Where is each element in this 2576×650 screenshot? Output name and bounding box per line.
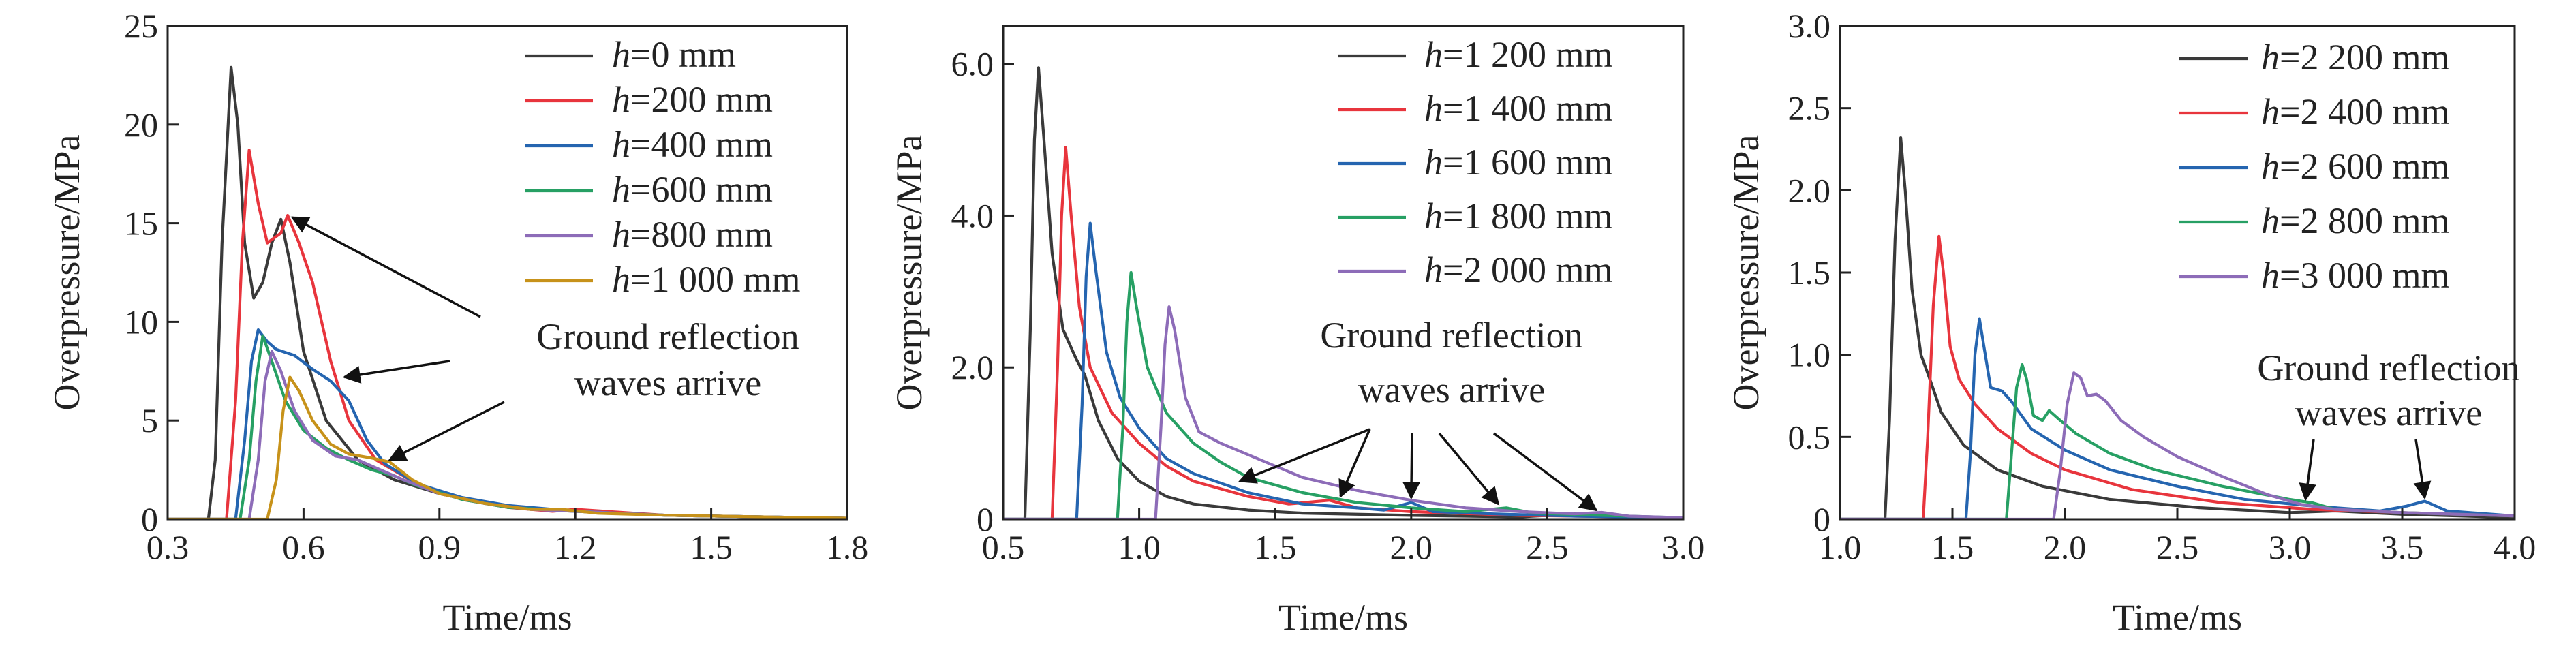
y-tick-label: 5	[141, 401, 158, 439]
legend-entry-4: h=2 800 mm	[2261, 200, 2449, 241]
legend-entry-3: h=400 mm	[612, 124, 773, 165]
y-tick-label: 0	[141, 500, 158, 538]
annotation-line-2: waves arrive	[2295, 392, 2482, 433]
legend: h=1 200 mm h=1 400 mm h=1 600 mm h=1 800 mm…	[1338, 34, 1612, 290]
series-line-2	[1840, 234, 2515, 519]
y-tick-label: 15	[124, 204, 158, 243]
x-tick-label: 1.5	[1931, 528, 1974, 566]
y-tick-label: 3.0	[1788, 7, 1831, 45]
x-tick-label: 2.5	[1526, 528, 1569, 566]
plot-frame	[166, 25, 848, 521]
y-tick-label: 10	[124, 303, 158, 341]
y-tick-label: 25	[124, 7, 158, 45]
chart-panel-2: 0.5 1.0 1.5 2.0 2.5 3.0 0 2.0 4.0 6.0 Time/ms Overp…	[889, 25, 1705, 638]
plot-frame	[1002, 25, 1685, 521]
series-line-3	[1840, 317, 2515, 519]
legend-entry-1: h=1 200 mm	[1424, 34, 1612, 75]
legend-entry-5: h=3 000 mm	[2261, 255, 2449, 296]
y-axis-title: Overpressure/MPa	[46, 135, 87, 411]
legend-entry-6: h=1 000 mm	[612, 259, 800, 300]
annotation-arrow-2	[1338, 429, 1371, 498]
legend-entry-1: h=2 200 mm	[2261, 37, 2449, 78]
x-tick-label: 0.3	[147, 528, 189, 566]
x-tick-label: 2.0	[2044, 528, 2087, 566]
series-line-6	[168, 375, 847, 519]
annotation-arrow-5	[1492, 432, 1598, 512]
legend-entry-4: h=1 800 mm	[1424, 196, 1612, 236]
legend-entry-1: h=0 mm	[612, 34, 736, 75]
x-tick-label: 3.5	[2381, 528, 2424, 566]
x-tick-label: 1.2	[554, 528, 597, 566]
x-tick-label: 1.5	[690, 528, 733, 566]
series-line-1	[1003, 66, 1683, 519]
annotation-arrow-1	[2299, 439, 2317, 501]
x-tick-label: 3.0	[1662, 528, 1705, 566]
series-line-4	[1003, 270, 1683, 519]
legend-entry-5: h=2 000 mm	[1424, 249, 1612, 290]
legend: h=0 mmh=200 mmh=400 mmh=600 mmh=800 mmh=…	[525, 34, 800, 300]
annotation-arrow-2	[342, 360, 450, 384]
y-tick-label: 0	[977, 500, 994, 538]
x-tick-label: 1.5	[1254, 528, 1297, 566]
annotation-line-1: Ground reflection	[1320, 315, 1582, 356]
y-tick-label: 1.5	[1788, 253, 1831, 292]
y-axis-title: Overpressure/MPa	[889, 135, 930, 411]
y-axis-title: Overpressure/MPa	[1726, 135, 1766, 411]
series-line-5	[1840, 371, 2515, 519]
y-tick-label: 2.0	[1788, 171, 1831, 209]
x-tick-label: 2.0	[1390, 528, 1433, 566]
annotation-arrow-3	[388, 401, 505, 461]
x-axis-title: Time/ms	[442, 597, 572, 638]
annotation-line-1: Ground reflection	[536, 316, 799, 357]
legend-entry-2: h=2 400 mm	[2261, 91, 2449, 132]
annotation-line-1: Ground reflection	[2257, 347, 2519, 388]
annotation-arrow-1	[1238, 428, 1370, 484]
annotation-line-2: waves arrive	[574, 362, 761, 403]
chart-panel-3: 1.0 1.5 2.0 2.5 3.0 3.5 4.0 0 0.5 1.0 1.5 2.0 2.5 3.0…	[1726, 7, 2536, 638]
x-tick-label: 2.5	[2156, 528, 2199, 566]
series-line-5	[1003, 305, 1683, 519]
annotation-arrow-3	[1402, 433, 1421, 500]
x-tick-label: 1.0	[1819, 528, 1862, 566]
y-tick-label: 2.5	[1788, 89, 1831, 127]
legend-entry-3: h=2 600 mm	[2261, 146, 2449, 187]
legend-entry-4: h=600 mm	[612, 169, 773, 210]
x-tick-label: 1.8	[826, 528, 869, 566]
x-axis-title: Time/ms	[2113, 597, 2242, 638]
annotation-line-2: waves arrive	[1358, 369, 1545, 410]
x-tick-label: 0.6	[282, 528, 325, 566]
y-tick-label: 20	[124, 106, 158, 144]
annotation-arrow-4	[1438, 432, 1500, 506]
y-tick-label: 0	[1813, 500, 1830, 538]
y-tick-label: 6.0	[951, 45, 994, 83]
y-tick-label: 4.0	[951, 196, 994, 234]
legend-entry-2: h=1 400 mm	[1424, 88, 1612, 129]
annotation-arrow-2	[2413, 439, 2432, 500]
x-tick-label: 0.5	[982, 528, 1025, 566]
x-tick-label: 1.0	[1118, 528, 1161, 566]
y-tick-label: 1.0	[1788, 336, 1831, 374]
legend-entry-2: h=200 mm	[612, 79, 773, 120]
annotation-arrow-1	[290, 216, 481, 318]
y-tick-label: 0.5	[1788, 418, 1831, 456]
x-tick-label: 4.0	[2494, 528, 2536, 566]
legend-entry-5: h=800 mm	[612, 214, 773, 255]
x-axis-title: Time/ms	[1278, 597, 1408, 638]
x-tick-label: 3.0	[2269, 528, 2312, 566]
y-tick-label: 2.0	[951, 348, 994, 386]
series-line-1	[1840, 136, 2515, 519]
legend: h=2 200 mm h=2 400 mm h=2 600 mm h=2 800 mm…	[2179, 37, 2449, 296]
series-line-4	[1840, 363, 2515, 519]
chart-panel-1: 0.3 0.6 0.9 1.2 1.5 1.8 0 5 10 15 20 25 Time/ms Overp…	[46, 7, 868, 638]
x-tick-label: 0.9	[418, 528, 461, 566]
legend-entry-3: h=1 600 mm	[1424, 142, 1612, 183]
